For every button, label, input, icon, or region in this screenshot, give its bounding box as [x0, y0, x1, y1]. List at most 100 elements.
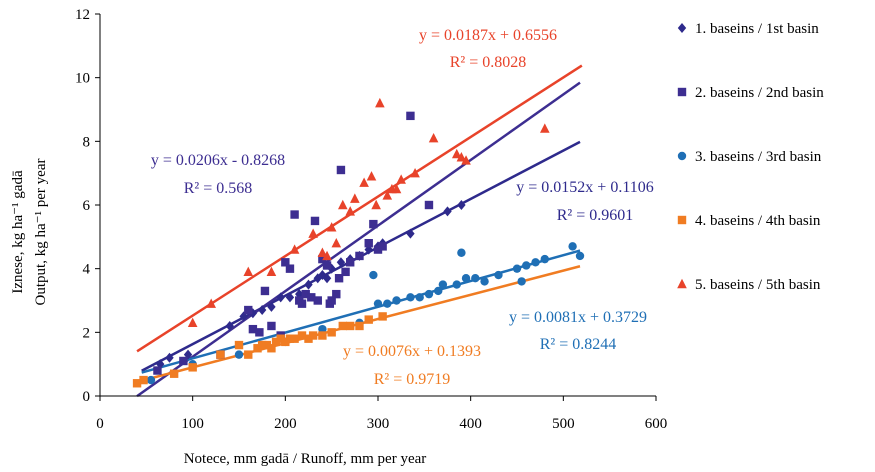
data-point-series-5 — [391, 183, 402, 194]
legend-marker-series-4 — [677, 215, 687, 225]
data-point-series-1 — [304, 279, 313, 290]
data-point-series-1 — [257, 305, 267, 316]
data-point-series-5 — [410, 167, 420, 178]
legend: 1. baseins / 1st basin 2. baseins / 2nd b… — [677, 21, 824, 293]
data-point-series-4 — [281, 337, 290, 347]
data-point-series-5 — [308, 228, 318, 238]
data-point-series-1 — [457, 200, 466, 210]
data-point-series-4 — [262, 340, 271, 350]
data-point-series-2 — [310, 216, 320, 226]
data-point-series-2 — [406, 111, 415, 121]
trendline-r2-series-1: R² = 0.9601 — [557, 207, 634, 224]
x-tick-label: 200 — [274, 416, 297, 432]
data-point-series-2 — [285, 264, 295, 273]
data-point-series-1 — [285, 292, 295, 303]
data-point-series-3 — [568, 242, 577, 251]
y-tick-label: 4 — [83, 262, 91, 278]
data-point-series-3 — [494, 270, 503, 280]
data-point-series-2 — [297, 299, 307, 308]
data-point-series-2 — [179, 356, 188, 366]
data-point-series-5 — [461, 155, 471, 165]
data-point-series-1 — [225, 320, 234, 331]
data-point-series-2 — [153, 366, 162, 375]
data-point-series-2 — [301, 289, 310, 299]
data-point-series-2 — [322, 261, 332, 270]
data-point-series-3 — [522, 261, 531, 270]
data-point-series-3 — [392, 296, 401, 305]
legend-item-series-2: 2. baseins / 2nd basin — [677, 85, 824, 101]
legend-label: 4. baseins / 4th basin — [695, 213, 821, 229]
x-tick-label: 600 — [645, 416, 668, 432]
y-tick-label: 12 — [75, 7, 90, 23]
data-point-series-2 — [334, 274, 344, 283]
data-point-series-5 — [331, 238, 342, 248]
data-point-series-2 — [281, 258, 290, 267]
legend-label: 2. baseins / 2nd basin — [695, 85, 824, 101]
x-tick-label: 100 — [181, 416, 204, 432]
data-point-series-5 — [366, 171, 377, 181]
x-ticks: 0 100 200 300 400 500 600 — [96, 396, 667, 432]
data-point-series-1 — [406, 228, 415, 239]
data-point-series-3 — [424, 289, 434, 299]
data-point-series-2 — [313, 296, 322, 305]
y-tick-label: 8 — [83, 134, 91, 150]
data-point-series-4 — [308, 331, 318, 340]
data-point-series-2 — [290, 210, 299, 219]
data-point-series-3 — [415, 293, 424, 302]
data-point-series-3 — [480, 277, 489, 286]
data-point-series-5 — [428, 132, 439, 143]
trendline-equation-series-3: y = 0.0081x + 0.3729 — [509, 309, 647, 326]
y-tick-label: 6 — [83, 198, 91, 214]
legend-item-series-1: 1. baseins / 1st basin — [677, 21, 819, 37]
legend-label: 3. baseins / 3rd basin — [695, 149, 822, 165]
data-point-series-5 — [451, 148, 462, 159]
x-tick-label: 500 — [552, 416, 575, 432]
data-point-series-5 — [187, 317, 198, 327]
data-point-series-2 — [244, 305, 253, 315]
trendline-series-3 — [141, 249, 581, 374]
data-point-series-5 — [345, 206, 355, 216]
data-point-series-2 — [318, 254, 327, 264]
data-point-series-4 — [297, 331, 307, 340]
data-point-series-4 — [267, 344, 276, 353]
trendline-equations: y = 0.0152x + 0.1106 R² = 0.9601 y = 0.020… — [151, 27, 654, 388]
data-point-series-2 — [364, 239, 373, 248]
legend-marker-series-2 — [677, 87, 687, 97]
data-point-series-1 — [336, 257, 346, 268]
data-point-series-5 — [359, 177, 369, 187]
data-point-series-4 — [132, 379, 142, 388]
data-point-series-4 — [169, 369, 179, 378]
trendline-r2-series-3: R² = 0.8244 — [540, 336, 617, 353]
data-point-series-3 — [461, 274, 471, 283]
data-point-series-1 — [239, 311, 248, 322]
data-point-series-3 — [373, 299, 383, 308]
data-point-series-4 — [318, 331, 327, 340]
legend-marker-series-5 — [677, 278, 687, 289]
data-point-series-4 — [271, 337, 281, 347]
data-point-series-1 — [165, 352, 174, 363]
data-point-series-3 — [146, 375, 156, 385]
data-point-series-5 — [337, 199, 348, 210]
y-axis-title-english: Output, kg ha⁻¹ per year — [33, 159, 49, 306]
data-point-series-3 — [452, 280, 461, 289]
data-point-series-3 — [540, 254, 549, 264]
x-tick-label: 300 — [367, 416, 390, 432]
data-point-series-5 — [375, 97, 385, 108]
data-point-series-3 — [234, 350, 244, 359]
data-point-series-5 — [371, 199, 381, 210]
y-tick-label: 10 — [75, 71, 90, 87]
data-point-series-4 — [355, 321, 364, 331]
data-point-series-4 — [290, 334, 299, 343]
data-point-series-2 — [248, 324, 258, 334]
data-point-series-3 — [318, 324, 327, 334]
data-point-series-5 — [396, 174, 406, 184]
data-point-series-2 — [307, 293, 316, 302]
data-point-series-1 — [276, 292, 285, 303]
data-point-series-2 — [267, 321, 276, 331]
trendline-equation-series-2: y = 0.0206x - 0.8268 — [151, 152, 285, 169]
data-point-series-4 — [338, 321, 347, 331]
legend-item-series-5: 5. baseins / 5th basin — [677, 277, 821, 293]
x-axis-title: Notece, mm gadā / Runoff, mm per year — [184, 451, 427, 467]
data-point-series-3 — [438, 280, 448, 289]
data-point-series-5 — [266, 266, 277, 277]
